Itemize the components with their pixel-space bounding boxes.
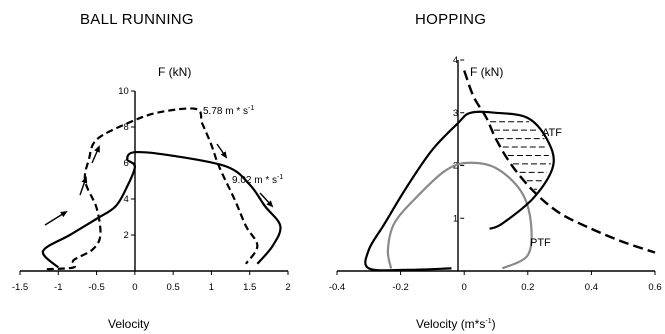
ball-running-solid-curve <box>41 150 282 269</box>
y-tick-label: 1 <box>453 213 458 224</box>
x-tick-label: 0 <box>132 282 137 293</box>
y-tick-label: 4 <box>453 55 458 66</box>
ball-running-panel: BALL RUNNING F (kN) Velocity -1.5 -1 -0.5 0… <box>12 11 291 331</box>
arrow-up-left-3 <box>91 145 100 164</box>
label-5-78: 5.78 m * s-1 <box>203 105 254 117</box>
y-tick-label: 4 <box>124 194 129 205</box>
y-tick-label: 6 <box>124 158 129 169</box>
hopping-y-label: F (kN) <box>470 65 503 79</box>
ball-running-x-label: Velocity <box>108 317 149 331</box>
force-velocity-dashed-curve <box>463 70 656 254</box>
x-tick-label: -0.5 <box>88 282 104 293</box>
atf-label: ATF <box>542 127 562 139</box>
x-tick-label: 1.5 <box>243 282 256 293</box>
ball-running-title: BALL RUNNING <box>80 11 194 28</box>
x-tick-label: -0.2 <box>392 282 408 293</box>
x-tick-label: -1.5 <box>12 282 28 293</box>
x-tick-label: 0.4 <box>585 282 598 293</box>
y-tick-label: 8 <box>124 122 129 133</box>
y-tick-label: 10 <box>118 86 129 97</box>
hatched-region <box>490 121 551 190</box>
ball-running-ticks: -1.5 -1 -0.5 0 0.5 1 1.5 2 2 4 6 8 10 <box>12 86 291 293</box>
arrow-up-left-1 <box>44 210 68 226</box>
x-tick-label: 0.2 <box>521 282 534 293</box>
arrow-down-right-2 <box>259 192 274 208</box>
ptf-curve <box>386 161 533 270</box>
x-tick-label: 2 <box>285 282 290 293</box>
x-tick-label: -1 <box>54 282 62 293</box>
ball-running-dashed-curve <box>46 107 259 271</box>
arrow-down-right-1 <box>216 143 228 159</box>
ptf-label: PTF <box>530 237 551 249</box>
x-tick-label: 0 <box>462 282 467 293</box>
label-9-02: 9.02 m * s-1 <box>232 174 283 186</box>
x-tick-label: -0.4 <box>329 282 345 293</box>
atf-curve <box>364 110 555 272</box>
x-tick-label: 1 <box>209 282 214 293</box>
x-tick-label: 0.5 <box>167 282 180 293</box>
ball-running-y-label: F (kN) <box>158 65 191 79</box>
x-tick-label: 0.6 <box>648 282 661 293</box>
hopping-x-label: Velocity (m*s-1) <box>416 317 496 331</box>
hopping-title: HOPPING <box>415 11 486 28</box>
arrow-up-left-2 <box>79 176 88 196</box>
y-tick-label: 2 <box>124 230 129 241</box>
hopping-panel: HOPPING F (kN) Velocity (m*s-1) -0.4 -0.2… <box>329 11 662 331</box>
y-tick-label: 3 <box>453 108 458 119</box>
